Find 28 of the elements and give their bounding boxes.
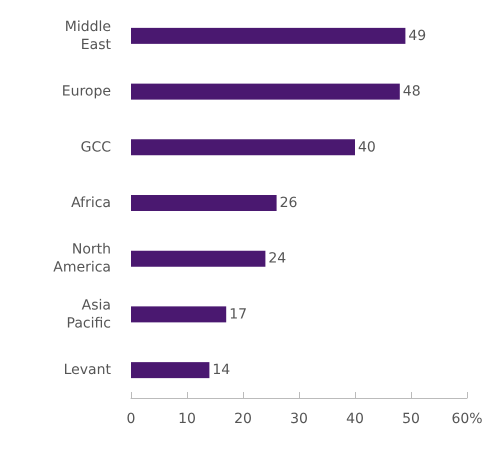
x-tick-label: 20: [234, 411, 252, 427]
y-tick-label: Europe: [62, 84, 111, 100]
bar: [131, 306, 226, 322]
y-tick-label: Africa: [71, 195, 111, 211]
data-label: 26: [280, 195, 298, 211]
data-label: 14: [212, 362, 230, 378]
x-tick-label: 0: [126, 411, 136, 427]
y-tick-label: Levant: [64, 362, 112, 378]
bar: [131, 84, 400, 100]
data-label: 48: [402, 84, 421, 100]
data-label: 49: [408, 28, 426, 44]
bar: [131, 195, 277, 211]
bar: [131, 139, 355, 156]
y-tick-label: North America: [53, 242, 111, 276]
x-tick-label: 50: [402, 411, 420, 427]
bar: [131, 362, 210, 378]
data-label: 40: [358, 139, 376, 156]
bar: [131, 28, 406, 44]
bar: [131, 250, 266, 267]
x-tick-label: 10: [178, 411, 196, 427]
data-label: 17: [229, 306, 248, 322]
y-tick-label: Middle East: [64, 18, 112, 53]
x-tick-label: 30: [290, 411, 308, 427]
data-label: 24: [268, 250, 286, 267]
x-tick-label: 40: [346, 411, 364, 427]
y-tick-label: Asia Pacific: [66, 297, 111, 332]
y-tick-label: GCC: [80, 139, 112, 156]
x-tick-label: 60%: [451, 411, 483, 427]
